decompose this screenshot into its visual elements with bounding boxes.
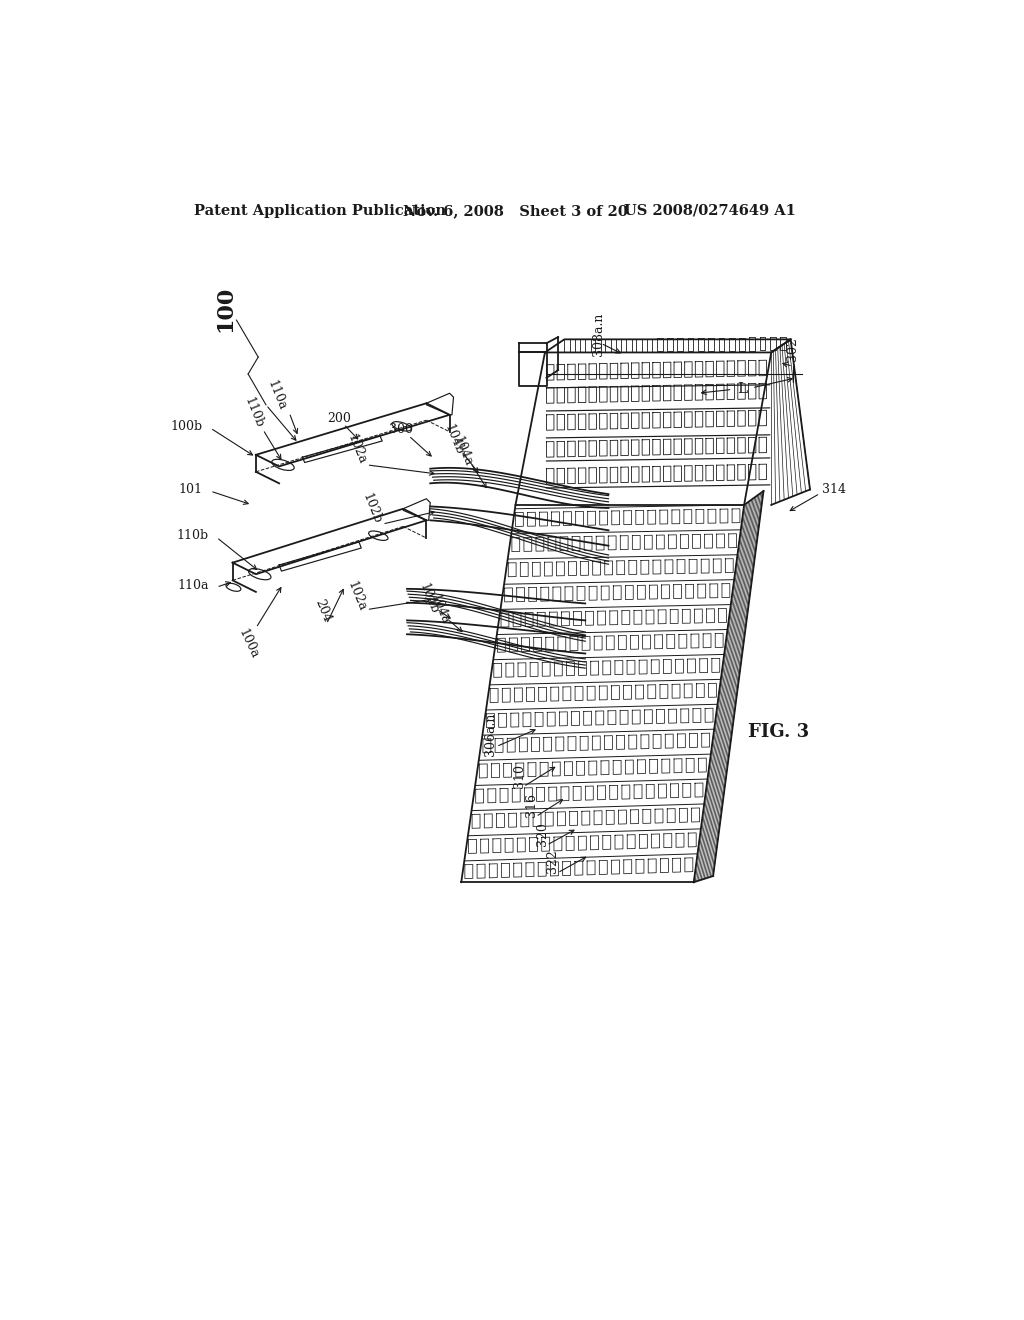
Text: 200: 200	[327, 412, 351, 425]
Text: 204: 204	[312, 598, 334, 624]
Text: 100a: 100a	[236, 627, 261, 660]
Text: 110a: 110a	[177, 579, 209, 593]
Text: FIG. 3: FIG. 3	[748, 723, 809, 741]
Text: 310: 310	[513, 764, 526, 788]
Text: 101: 101	[178, 483, 203, 496]
Text: 302: 302	[786, 338, 800, 362]
Text: 306a.n: 306a.n	[484, 713, 498, 756]
Text: 300: 300	[389, 422, 413, 436]
Text: 322: 322	[546, 849, 559, 873]
Text: 104b: 104b	[441, 422, 466, 457]
Text: 100b: 100b	[170, 420, 203, 433]
Text: Patent Application Publication: Patent Application Publication	[194, 203, 445, 218]
Text: 102b: 102b	[360, 491, 384, 525]
Text: 320: 320	[537, 822, 549, 846]
Text: 314: 314	[821, 483, 846, 496]
Text: 316: 316	[524, 793, 538, 817]
Text: US 2008/0274649 A1: US 2008/0274649 A1	[624, 203, 796, 218]
Text: 308a.n: 308a.n	[592, 313, 605, 355]
Text: 104b: 104b	[417, 582, 440, 616]
Text: 104a: 104a	[428, 591, 452, 626]
Text: 104a: 104a	[451, 434, 475, 469]
Text: Nov. 6, 2008   Sheet 3 of 20: Nov. 6, 2008 Sheet 3 of 20	[403, 203, 628, 218]
Text: 102a: 102a	[345, 578, 369, 612]
Text: 100: 100	[215, 285, 237, 331]
Text: 110a: 110a	[265, 379, 289, 413]
Text: 110b: 110b	[242, 395, 265, 430]
Text: 102a: 102a	[345, 433, 369, 466]
Text: L: L	[737, 383, 748, 396]
Text: 110b: 110b	[176, 529, 209, 543]
